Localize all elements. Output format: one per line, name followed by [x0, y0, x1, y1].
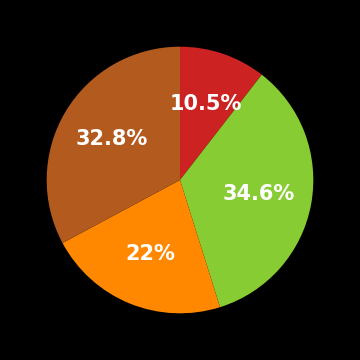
Wedge shape — [180, 47, 262, 180]
Wedge shape — [47, 47, 180, 243]
Text: 32.8%: 32.8% — [75, 129, 148, 149]
Wedge shape — [63, 180, 220, 313]
Text: 10.5%: 10.5% — [170, 94, 242, 114]
Text: 34.6%: 34.6% — [222, 184, 295, 204]
Wedge shape — [180, 75, 313, 307]
Text: 22%: 22% — [125, 244, 175, 264]
